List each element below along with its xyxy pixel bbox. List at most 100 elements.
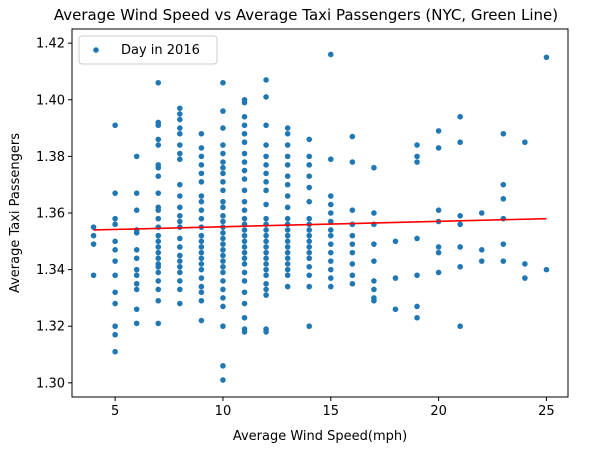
data-point: [112, 221, 118, 228]
data-point: [220, 150, 226, 157]
data-point: [220, 198, 226, 205]
data-point: [220, 179, 226, 185]
data-point: [90, 224, 97, 230]
data-point: [435, 128, 442, 134]
data-point: [112, 258, 118, 264]
data-point: [198, 198, 205, 205]
data-point: [198, 255, 205, 262]
data-point: [263, 179, 269, 185]
data-point: [220, 230, 226, 236]
data-point: [220, 258, 226, 264]
data-point: [263, 122, 269, 129]
data-point: [457, 213, 463, 219]
data-point: [284, 261, 291, 267]
data-point: [349, 280, 356, 287]
data-point: [478, 247, 485, 253]
legend-entry-label: Day in 2016: [121, 43, 200, 58]
data-point: [306, 244, 313, 250]
data-point: [371, 210, 377, 216]
data-point: [133, 280, 140, 287]
data-point: [284, 204, 291, 211]
data-point: [392, 275, 399, 281]
data-point: [198, 249, 205, 256]
data-point: [177, 193, 183, 199]
data-point: [306, 263, 313, 270]
data-point: [306, 283, 313, 290]
data-point: [220, 204, 226, 211]
data-point: [90, 241, 97, 247]
data-point: [414, 142, 420, 148]
data-point: [220, 323, 226, 330]
data-point: [284, 193, 291, 199]
data-point: [241, 130, 248, 137]
data-point: [177, 235, 183, 242]
data-point: [112, 190, 118, 196]
data-point: [220, 377, 226, 383]
data-point: [90, 232, 97, 239]
data-point: [306, 215, 313, 222]
data-point: [414, 235, 420, 242]
data-point: [155, 297, 162, 304]
data-point: [371, 286, 377, 293]
legend-box: [78, 35, 218, 65]
data-point: [457, 323, 463, 330]
data-point: [241, 150, 248, 157]
data-point: [435, 244, 442, 250]
data-point: [241, 300, 248, 307]
data-point: [241, 187, 248, 194]
data-point: [263, 292, 269, 298]
y-tick-label: 1.40: [36, 93, 65, 108]
data-point: [284, 142, 291, 148]
x-axis-label: Average Wind Speed(mph): [233, 429, 407, 444]
chart-title: Average Wind Speed vs Average Taxi Passe…: [54, 6, 558, 24]
data-point: [198, 283, 205, 290]
data-point: [112, 323, 118, 330]
data-point: [263, 187, 269, 194]
data-point: [371, 297, 377, 304]
x-axis-ticks: 5 10 15 20 25: [111, 397, 555, 419]
data-point: [327, 232, 334, 239]
y-tick-label: 1.38: [36, 150, 65, 165]
data-point: [478, 210, 485, 216]
data-point: [263, 232, 269, 239]
data-point: [241, 215, 248, 222]
data-point: [327, 156, 334, 163]
data-point: [177, 116, 183, 123]
data-point: [263, 94, 269, 100]
data-point: [177, 125, 183, 131]
y-tick-label: 1.30: [36, 376, 65, 391]
data-point: [198, 193, 205, 199]
data-point: [284, 173, 291, 179]
data-point: [220, 187, 226, 194]
data-point: [198, 130, 205, 137]
data-point: [371, 278, 377, 284]
data-point: [306, 255, 313, 262]
data-point: [500, 241, 507, 247]
data-point: [306, 162, 313, 168]
data-point: [155, 255, 162, 262]
data-point: [112, 348, 118, 355]
trendline-layer: [93, 217, 547, 231]
data-point: [133, 207, 140, 213]
data-point: [392, 306, 399, 313]
data-point: [241, 261, 248, 267]
data-point: [284, 130, 291, 137]
data-point: [220, 142, 226, 148]
y-tick-label: 1.34: [36, 263, 65, 278]
data-point: [177, 252, 183, 259]
data-point: [155, 142, 162, 148]
data-point: [155, 278, 162, 284]
data-point: [500, 258, 507, 264]
data-point: [220, 125, 226, 131]
data-point: [177, 300, 183, 307]
data-point: [414, 153, 420, 160]
data-point: [263, 201, 269, 208]
data-point: [349, 272, 356, 279]
data-point: [349, 232, 356, 239]
data-point: [155, 263, 162, 270]
data-point: [220, 252, 226, 259]
data-point: [500, 130, 507, 137]
data-point: [112, 331, 118, 338]
data-point: [112, 289, 118, 296]
data-point: [198, 261, 205, 267]
